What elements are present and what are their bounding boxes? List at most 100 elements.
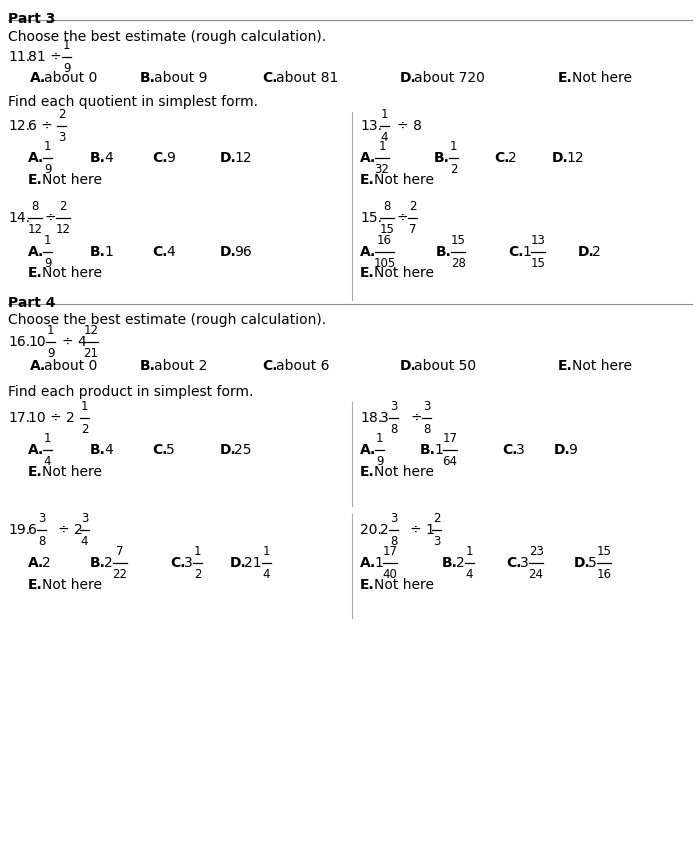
Text: about 50: about 50 xyxy=(414,359,476,373)
Text: E.: E. xyxy=(558,359,573,373)
Text: 2: 2 xyxy=(450,163,457,176)
Text: B.: B. xyxy=(140,359,156,373)
Text: about 2: about 2 xyxy=(154,359,207,373)
Text: 8: 8 xyxy=(390,423,397,436)
Text: 1: 1 xyxy=(104,245,113,259)
Text: 15: 15 xyxy=(451,235,466,248)
Text: Choose the best estimate (rough calculation).: Choose the best estimate (rough calculat… xyxy=(8,30,326,44)
Text: 12: 12 xyxy=(27,223,43,236)
Text: ÷ 2: ÷ 2 xyxy=(58,523,83,537)
Text: about 0: about 0 xyxy=(44,71,97,85)
Text: Find each quotient in simplest form.: Find each quotient in simplest form. xyxy=(8,95,258,109)
Text: C.: C. xyxy=(506,556,522,570)
Text: about 0: about 0 xyxy=(44,359,97,373)
Text: E.: E. xyxy=(360,578,374,592)
Text: 9: 9 xyxy=(166,151,175,165)
Text: 81 ÷: 81 ÷ xyxy=(28,50,62,64)
Text: about 6: about 6 xyxy=(276,359,330,373)
Text: 9: 9 xyxy=(44,163,51,176)
Text: 3: 3 xyxy=(433,534,440,547)
Text: D.: D. xyxy=(574,556,591,570)
Text: C.: C. xyxy=(262,71,277,85)
Text: B.: B. xyxy=(90,443,106,457)
Text: 1: 1 xyxy=(262,546,270,559)
Text: Not here: Not here xyxy=(374,173,434,187)
Text: 9: 9 xyxy=(568,443,577,457)
Text: 8: 8 xyxy=(384,200,391,213)
Text: 15.: 15. xyxy=(360,211,382,225)
Text: E.: E. xyxy=(360,266,374,280)
Text: 2: 2 xyxy=(456,556,465,570)
Text: C.: C. xyxy=(494,151,510,165)
Text: C.: C. xyxy=(502,443,517,457)
Text: E.: E. xyxy=(28,266,43,280)
Text: Not here: Not here xyxy=(42,173,102,187)
Text: B.: B. xyxy=(90,245,106,259)
Text: 2: 2 xyxy=(508,151,517,165)
Text: 6 ÷: 6 ÷ xyxy=(28,119,53,133)
Text: 8: 8 xyxy=(390,534,397,547)
Text: 21: 21 xyxy=(83,346,99,359)
Text: 14.: 14. xyxy=(8,211,30,225)
Text: ÷ 8: ÷ 8 xyxy=(397,119,422,133)
Text: 2: 2 xyxy=(592,245,601,259)
Text: C.: C. xyxy=(508,245,524,259)
Text: 2: 2 xyxy=(433,513,440,526)
Text: E.: E. xyxy=(28,578,43,592)
Text: D.: D. xyxy=(220,443,237,457)
Text: 12: 12 xyxy=(234,151,251,165)
Text: about 81: about 81 xyxy=(276,71,338,85)
Text: D.: D. xyxy=(220,151,237,165)
Text: 17.: 17. xyxy=(8,411,30,425)
Text: C.: C. xyxy=(152,151,167,165)
Text: A.: A. xyxy=(360,245,377,259)
Text: Find each product in simplest form.: Find each product in simplest form. xyxy=(8,385,253,399)
Text: 1: 1 xyxy=(194,546,202,559)
Text: 2: 2 xyxy=(42,556,50,570)
Text: 16.: 16. xyxy=(8,335,30,349)
Text: B.: B. xyxy=(140,71,156,85)
Text: 2: 2 xyxy=(60,200,67,213)
Text: 10 ÷ 2: 10 ÷ 2 xyxy=(28,411,75,425)
Text: 17: 17 xyxy=(383,546,398,559)
Text: Part 4: Part 4 xyxy=(8,296,55,310)
Text: 1: 1 xyxy=(44,235,51,248)
Text: C.: C. xyxy=(152,245,167,259)
Text: A.: A. xyxy=(360,443,377,457)
Text: A.: A. xyxy=(30,359,46,373)
Text: A.: A. xyxy=(30,71,46,85)
Text: 4: 4 xyxy=(166,245,175,259)
Text: 9: 9 xyxy=(44,256,51,269)
Text: 13.: 13. xyxy=(360,119,382,133)
Text: 2: 2 xyxy=(58,108,65,121)
Text: A.: A. xyxy=(28,556,44,570)
Text: Not here: Not here xyxy=(42,465,102,479)
Text: ÷ 4: ÷ 4 xyxy=(62,335,87,349)
Text: 16: 16 xyxy=(377,235,392,248)
Text: 2: 2 xyxy=(380,523,389,537)
Text: 12: 12 xyxy=(83,325,99,338)
Text: 96: 96 xyxy=(234,245,252,259)
Text: A.: A. xyxy=(28,151,44,165)
Text: Not here: Not here xyxy=(572,71,632,85)
Text: D.: D. xyxy=(554,443,570,457)
Text: ÷: ÷ xyxy=(396,211,408,225)
Text: Not here: Not here xyxy=(374,578,434,592)
Text: C.: C. xyxy=(170,556,186,570)
Text: 4: 4 xyxy=(104,443,113,457)
Text: 18.: 18. xyxy=(360,411,382,425)
Text: Part 3: Part 3 xyxy=(8,12,55,26)
Text: 1: 1 xyxy=(80,400,88,413)
Text: D.: D. xyxy=(400,71,416,85)
Text: 1: 1 xyxy=(63,39,70,52)
Text: Choose the best estimate (rough calculation).: Choose the best estimate (rough calculat… xyxy=(8,313,326,327)
Text: 21: 21 xyxy=(244,556,262,570)
Text: 1: 1 xyxy=(381,108,388,121)
Text: about 9: about 9 xyxy=(154,71,207,85)
Text: Not here: Not here xyxy=(572,359,632,373)
Text: ÷: ÷ xyxy=(44,211,56,225)
Text: Not here: Not here xyxy=(374,465,434,479)
Text: 3: 3 xyxy=(58,131,65,144)
Text: 4: 4 xyxy=(466,568,473,581)
Text: B.: B. xyxy=(436,245,452,259)
